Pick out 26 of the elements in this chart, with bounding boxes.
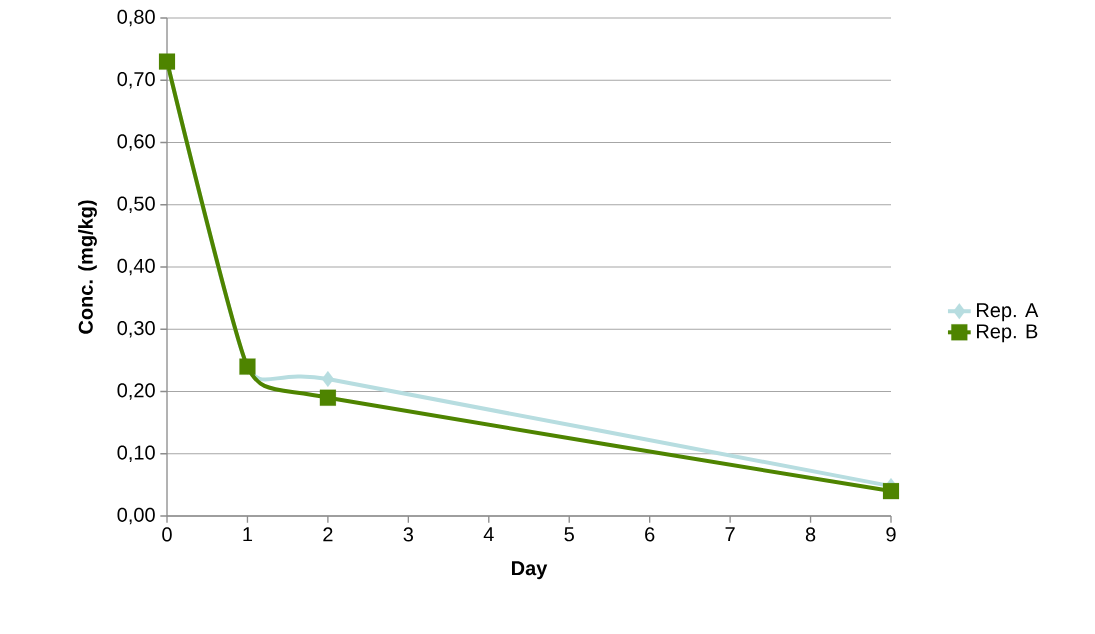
x-tick-label: 3: [403, 527, 414, 542]
x-axis-title: Day: [512, 561, 548, 580]
point: [321, 370, 334, 388]
x-tick-label: 2: [323, 527, 333, 542]
y-tick-label: 0,60: [117, 134, 155, 151]
legend-label: Rep. A: [977, 303, 1039, 322]
y-tick-label: 0,30: [117, 320, 155, 338]
y-tick-label: 0,00: [117, 507, 155, 525]
y-axis-title: Conc. (mg/kg): [78, 200, 97, 334]
x-tick-label: 0: [162, 527, 172, 542]
x-tick-label: 4: [483, 527, 494, 542]
point: [319, 389, 336, 406]
x-tick-label: 8: [805, 527, 816, 542]
x-tick-label: 6: [645, 527, 655, 542]
point: [882, 483, 900, 500]
x-tick-label: 1: [243, 527, 253, 542]
y-tick-label: 0,70: [117, 71, 155, 89]
y-tick-label: 0,20: [117, 383, 155, 400]
y-tick-label: 0,80: [117, 9, 155, 27]
y-tick-label: 0,50: [117, 196, 155, 213]
x-tick-label: 5: [564, 527, 574, 542]
x-tick-label: 9: [886, 527, 896, 542]
y-tick-label: 0,10: [117, 445, 155, 462]
legend-label: Rep. B: [977, 324, 1038, 343]
y-tick-label: 0,40: [117, 258, 155, 276]
x-tick-label: 7: [725, 527, 735, 542]
